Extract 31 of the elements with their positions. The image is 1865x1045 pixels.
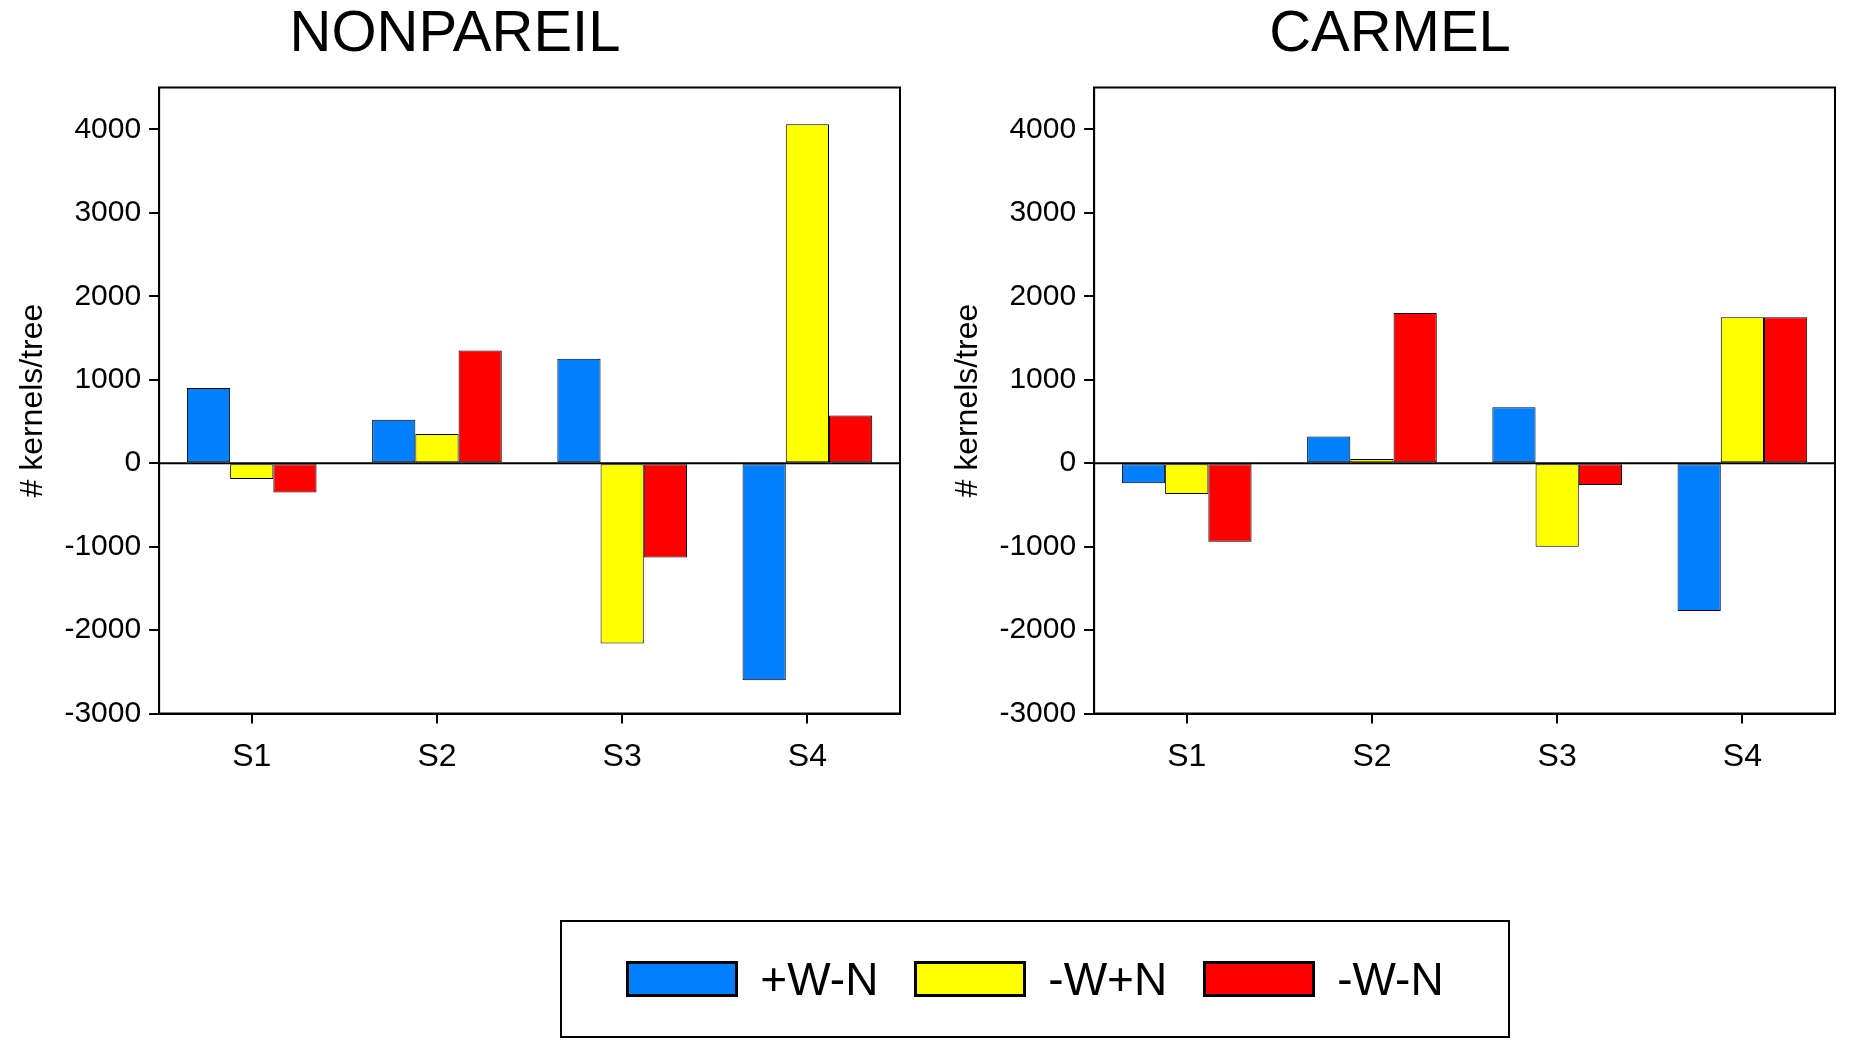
y-tick-label: -2000: [999, 611, 1077, 645]
legend-label: +W-N: [760, 952, 879, 1006]
x-tick-label: S4: [1722, 736, 1762, 773]
x-tick-label: S4: [787, 736, 827, 773]
y-tick-label: 0: [124, 444, 142, 478]
y-tick-label: 2000: [74, 277, 142, 311]
y-tick-label: -3000: [64, 694, 142, 728]
chart-title: CARMEL: [1269, 0, 1511, 63]
x-tick-label: S3: [602, 736, 642, 773]
y-tick-label: 4000: [74, 110, 142, 144]
y-tick-label: 2000: [1009, 277, 1077, 311]
x-tick-label: S2: [1352, 736, 1392, 773]
y-tick-label: -1000: [999, 527, 1077, 561]
y-tick-label: 0: [1059, 444, 1077, 478]
x-tick-label: S1: [232, 736, 272, 773]
y-tick-label: 1000: [74, 361, 142, 394]
y-tick-label: 1000: [1009, 361, 1077, 394]
y-tick-label: 3000: [1009, 194, 1077, 228]
y-tick-label: -1000: [64, 527, 142, 561]
y-tick-label: 4000: [1009, 110, 1077, 144]
x-tick-label: S3: [1537, 736, 1577, 773]
x-tick-label: S2: [417, 736, 457, 773]
x-tick-label: S1: [1167, 736, 1207, 773]
legend-label: -W+N: [1048, 952, 1168, 1006]
legend-label: -W-N: [1337, 952, 1444, 1006]
y-axis-title: # kernels/tree: [13, 303, 50, 498]
y-tick-label: -3000: [999, 694, 1077, 728]
chart-title: NONPAREIL: [289, 0, 621, 63]
y-axis-title: # kernels/tree: [948, 303, 985, 498]
y-tick-label: -2000: [64, 611, 142, 645]
y-tick-label: 3000: [74, 194, 142, 228]
